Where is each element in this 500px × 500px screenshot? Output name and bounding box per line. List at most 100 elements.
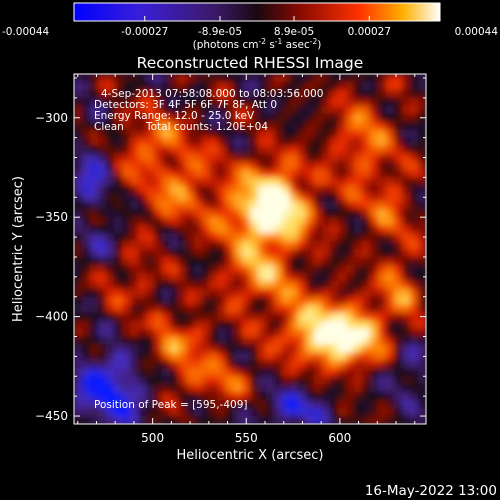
heatmap-cell xyxy=(178,74,187,83)
x-tick-label: 550 xyxy=(235,431,258,445)
heatmap-cell xyxy=(266,352,275,361)
heatmap-cell xyxy=(130,241,139,250)
heatmap-cell xyxy=(330,217,339,226)
heatmap-cell xyxy=(298,225,307,234)
heatmap-cell xyxy=(210,97,219,107)
heatmap-cell xyxy=(386,256,395,266)
footer-timestamp: 16-May-2022 13:00 xyxy=(365,483,497,499)
heatmap-cell xyxy=(218,185,227,194)
heatmap-cell xyxy=(170,384,179,393)
heatmap-cell xyxy=(202,264,211,274)
heatmap-cell xyxy=(338,217,347,226)
heatmap-cell xyxy=(290,368,299,377)
heatmap-cell xyxy=(362,129,371,139)
heatmap-cell xyxy=(386,97,395,107)
heatmap-cell xyxy=(338,129,347,139)
heatmap-cell xyxy=(122,97,131,107)
heatmap-cell xyxy=(234,185,243,194)
heatmap-cell xyxy=(122,352,131,361)
heatmap-cell xyxy=(258,304,267,314)
heatmap-cell xyxy=(378,113,387,123)
heatmap-cell xyxy=(146,328,155,338)
heatmap-cell xyxy=(346,89,355,99)
heatmap-cell xyxy=(290,328,299,338)
heatmap-cell xyxy=(146,169,155,178)
heatmap-cell xyxy=(210,169,219,178)
heatmap-cell xyxy=(170,233,179,242)
heatmap-cell xyxy=(82,336,91,346)
heatmap-cell xyxy=(90,209,99,218)
heatmap-cell xyxy=(362,217,371,226)
heatmap-cell xyxy=(218,392,227,401)
colorbar: -0.00044 -0.00027 -8.9e-05 8.9e-05 0.00027 0.… xyxy=(2,2,498,51)
heatmap-cell xyxy=(394,185,403,194)
heatmap-cell xyxy=(154,264,163,274)
heatmap-cell xyxy=(162,121,171,131)
heatmap-cell xyxy=(266,392,275,401)
heatmap-cell xyxy=(338,336,347,346)
heatmap-cell xyxy=(306,416,315,424)
heatmap-cell xyxy=(242,193,251,202)
heatmap-cell xyxy=(170,336,179,346)
heatmap-cell xyxy=(194,233,203,242)
heatmap-cell xyxy=(338,225,347,234)
heatmap-cell xyxy=(402,241,411,250)
heatmap-cell xyxy=(370,185,379,194)
heatmap-cell xyxy=(338,74,347,83)
heatmap-cell xyxy=(346,225,355,234)
heatmap-cell xyxy=(130,129,139,139)
heatmap-cell xyxy=(378,185,387,194)
heatmap-cell xyxy=(370,177,379,186)
heatmap-cell xyxy=(146,153,155,163)
heatmap-cell xyxy=(194,129,203,139)
heatmap-cell xyxy=(98,336,107,346)
heatmap-cell xyxy=(154,328,163,338)
heatmap-cell xyxy=(186,376,195,385)
heatmap-cell xyxy=(154,153,163,163)
heatmap-cell xyxy=(194,264,203,274)
heatmap-cell xyxy=(314,193,323,202)
heatmap-cell xyxy=(138,408,147,417)
heatmap-cell xyxy=(122,328,131,338)
heatmap-cell xyxy=(194,392,203,401)
heatmap-cell xyxy=(218,352,227,361)
heatmap-cell xyxy=(378,153,387,163)
heatmap-cell xyxy=(386,81,395,91)
heatmap-cell xyxy=(114,416,123,424)
heatmap-cell xyxy=(314,241,323,250)
heatmap-cell xyxy=(106,161,115,171)
heatmap-cell xyxy=(362,177,371,186)
heatmap-cell xyxy=(290,97,299,107)
heatmap-cell xyxy=(226,304,235,314)
heatmap-cell xyxy=(154,74,163,83)
heatmap-cell xyxy=(178,185,187,194)
heatmap-cell xyxy=(178,384,187,393)
heatmap-cell xyxy=(234,368,243,377)
heatmap-cell xyxy=(338,288,347,298)
heatmap-cell xyxy=(186,105,195,115)
heatmap-cell xyxy=(274,225,283,234)
heatmap-cell xyxy=(370,384,379,393)
heatmap-cell xyxy=(282,256,291,266)
heatmap-cell xyxy=(290,145,299,155)
heatmap-cell xyxy=(298,201,307,210)
heatmap-cell xyxy=(218,312,227,322)
heatmap-cell xyxy=(410,312,419,322)
heatmap-cell xyxy=(306,400,315,409)
heatmap-cell xyxy=(146,105,155,115)
heatmap-cell xyxy=(146,376,155,385)
heatmap-cell xyxy=(194,320,203,330)
heatmap-cell xyxy=(354,336,363,346)
heatmap-cell xyxy=(346,288,355,298)
heatmap-cell xyxy=(82,105,91,115)
heatmap-cell xyxy=(242,137,251,147)
heatmap-cell xyxy=(170,408,179,417)
heatmap-cell xyxy=(82,177,91,186)
heatmap-cell xyxy=(130,74,139,83)
heatmap-cell xyxy=(122,225,131,234)
heatmap-cell xyxy=(242,249,251,258)
heatmap-cell xyxy=(154,249,163,258)
heatmap-cell xyxy=(154,97,163,107)
heatmap-cell xyxy=(138,400,147,409)
heatmap-cell xyxy=(394,129,403,139)
